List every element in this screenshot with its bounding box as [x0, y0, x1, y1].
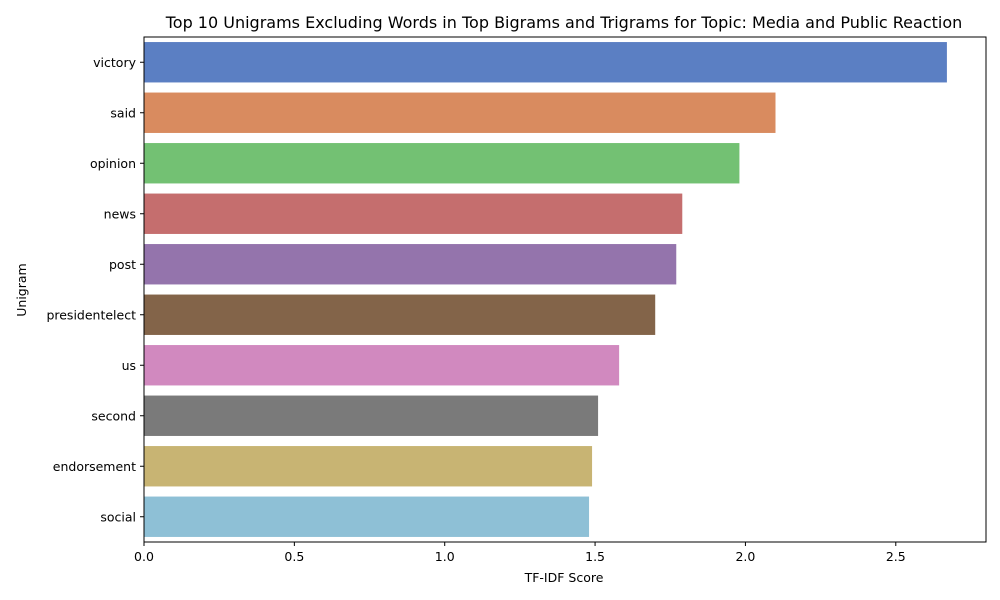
bar-endorsement	[144, 446, 593, 487]
plot-frame	[143, 36, 987, 543]
bar-victory	[144, 42, 947, 83]
y-tick-label: social	[100, 509, 136, 524]
bar-us	[144, 345, 620, 386]
y-tick-label: victory	[93, 55, 136, 70]
x-tick-label: 2.5	[886, 549, 906, 564]
x-axis-ticks: 0.0 0.5 1.0 1.5 2.0 2.5	[134, 542, 906, 564]
bar-opinion	[144, 143, 740, 184]
y-axis-ticks: victory said opinion news post presidentelect…	[46, 55, 144, 524]
bar-presidentelect	[144, 294, 656, 335]
x-tick-label: 2.0	[735, 549, 755, 564]
x-tick-label: 1.0	[435, 549, 455, 564]
x-tick-label: 1.5	[585, 549, 605, 564]
bar-news	[144, 193, 683, 234]
bars-group	[144, 42, 947, 537]
y-tick-label: endorsement	[53, 459, 136, 474]
x-axis-label: TF-IDF Score	[524, 570, 604, 585]
x-tick-label: 0.0	[134, 549, 154, 564]
bar-social	[144, 496, 590, 537]
y-tick-label: news	[104, 206, 136, 221]
bar-said	[144, 92, 776, 133]
y-tick-label: second	[91, 408, 136, 423]
y-tick-label: said	[110, 105, 136, 120]
y-tick-label: us	[122, 358, 136, 373]
bar-second	[144, 395, 599, 436]
y-tick-label: opinion	[90, 156, 136, 171]
y-axis-label: Unigram	[14, 263, 29, 316]
bar-post	[144, 244, 677, 285]
y-tick-label: post	[109, 257, 136, 272]
y-tick-label: presidentelect	[46, 307, 136, 322]
x-tick-label: 0.5	[284, 549, 304, 564]
chart-title: Top 10 Unigrams Excluding Words in Top B…	[165, 13, 963, 32]
